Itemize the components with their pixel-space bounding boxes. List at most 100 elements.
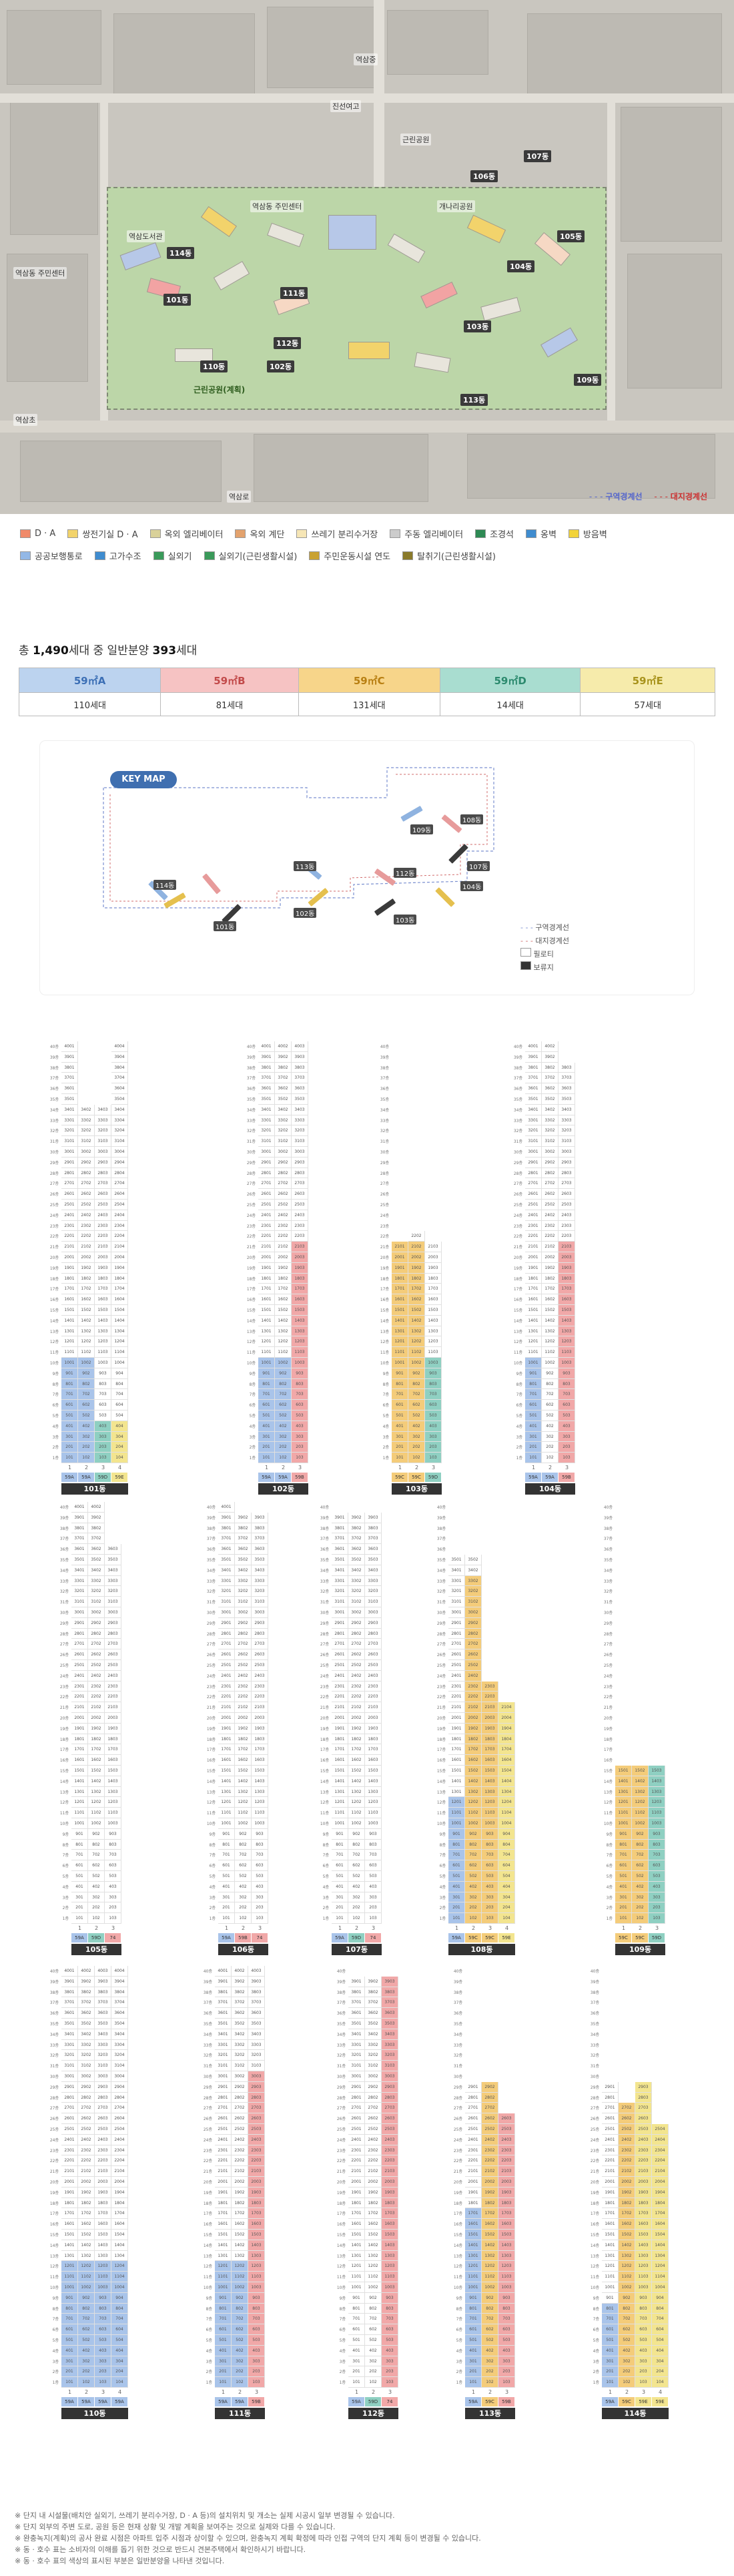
legend-label: 탈취기(근린생활시설) bbox=[417, 552, 496, 562]
unit-cell: 303 bbox=[482, 1892, 498, 1903]
map-label: 역삼동 주민센터 bbox=[250, 200, 304, 212]
unit-cell: 3102 bbox=[232, 2061, 248, 2071]
unit-cell: 3801 bbox=[218, 1523, 235, 1534]
unit-cell: 2804 bbox=[111, 2092, 128, 2103]
floor-label: 35층 bbox=[336, 2022, 346, 2027]
unit-cell: 202 bbox=[348, 1902, 365, 1914]
unit-cell: 2801 bbox=[348, 2092, 365, 2103]
unit-cell: 701 bbox=[465, 2314, 482, 2325]
unit-cell: 1101 bbox=[465, 2272, 482, 2282]
unit-cell: 2302 bbox=[275, 1220, 292, 1232]
unit-type-name: 59㎡B bbox=[160, 668, 299, 693]
unit-cell: 1601 bbox=[448, 1755, 465, 1766]
legend-swatch bbox=[568, 529, 579, 538]
unit-cell: 204 bbox=[652, 2366, 669, 2378]
floor-label: 14층 bbox=[49, 2243, 59, 2248]
unit-cell: 1303 bbox=[95, 1326, 111, 1337]
floor-label: 15층 bbox=[49, 2233, 59, 2238]
unit-cell: 601 bbox=[615, 1860, 632, 1871]
unit-type-cell: 59C bbox=[615, 1933, 631, 1943]
floor-label: 22층 bbox=[590, 2159, 599, 2164]
floor-label: 25층 bbox=[453, 2127, 462, 2132]
floor-label: 2층 bbox=[62, 1906, 69, 1911]
unit-cell: 3001 bbox=[448, 1607, 465, 1618]
unit-cell: 3701 bbox=[258, 1073, 275, 1084]
unit-cell: 303 bbox=[95, 2356, 111, 2367]
unit-cell: 1503 bbox=[252, 1766, 268, 1776]
unit-cell: 903 bbox=[482, 1828, 498, 1840]
unit-cell: 1001 bbox=[332, 1818, 348, 1829]
unit-cell: 204 bbox=[111, 2366, 128, 2378]
unit-cell: 1001 bbox=[218, 1818, 235, 1829]
floor-label: 3층 bbox=[606, 1895, 613, 1900]
unit-cell: 1803 bbox=[248, 2198, 265, 2209]
unit-cell: 2201 bbox=[215, 2155, 232, 2167]
unit-cell: 2204 bbox=[111, 1231, 128, 1242]
floor-label: 11층 bbox=[320, 1811, 329, 1816]
unit-cell: 2002 bbox=[482, 2177, 498, 2187]
floor-label: 25층 bbox=[436, 1663, 446, 1668]
line-number: 4 bbox=[658, 2389, 663, 2395]
unit-cell: 2602 bbox=[275, 1189, 292, 1200]
unit-cell: 3501 bbox=[448, 1555, 465, 1565]
unit-cell: 1802 bbox=[275, 1273, 292, 1284]
unit-cell: 2403 bbox=[248, 2134, 265, 2145]
unit-cell: 102 bbox=[275, 1453, 292, 1463]
floor-label: 28층 bbox=[206, 1631, 216, 1637]
unit-cell: 1301 bbox=[392, 1326, 408, 1337]
building bbox=[119, 242, 161, 271]
floor-label: 4층 bbox=[593, 2348, 599, 2354]
unit-cell: 2403 bbox=[635, 2134, 652, 2145]
unit-cell: 2802 bbox=[232, 2092, 248, 2103]
unit-cell: 3002 bbox=[235, 1607, 252, 1618]
unit-cell: 902 bbox=[619, 2292, 635, 2304]
unit-type-count: 81세대 bbox=[160, 692, 299, 716]
line-number: 3 bbox=[488, 1925, 492, 1931]
floor-label: 29층 bbox=[336, 2085, 346, 2090]
unit-cell: 2103 bbox=[95, 2166, 111, 2177]
unit-cell: 502 bbox=[482, 2335, 498, 2346]
legend-district-boundary: - - - 구역경계선 bbox=[589, 492, 643, 501]
unit-cell: 1103 bbox=[95, 2272, 111, 2282]
unit-cell: 902 bbox=[88, 1828, 105, 1840]
unit-cell: 303 bbox=[559, 1431, 575, 1443]
unit-cell: 501 bbox=[602, 2335, 619, 2346]
unit-cell: 3302 bbox=[542, 1115, 559, 1126]
legend-label: 주동 엘리베이터 bbox=[404, 530, 464, 540]
road bbox=[0, 93, 734, 103]
unit-cell: 3403 bbox=[559, 1104, 575, 1115]
unit-cell: 2603 bbox=[382, 2113, 398, 2124]
unit-cell: 102 bbox=[235, 1913, 252, 1924]
unit-cell: 2203 bbox=[95, 1231, 111, 1242]
unit-cell: 1902 bbox=[88, 1723, 105, 1734]
floor-label: 26층 bbox=[59, 1653, 69, 1658]
unit-cell: 2101 bbox=[61, 1242, 78, 1252]
unit-cell: 1101 bbox=[602, 2272, 619, 2282]
floor-label: 5층 bbox=[382, 1414, 389, 1419]
unit-cell: 202 bbox=[465, 1902, 482, 1914]
unit-cell: 3901 bbox=[525, 1051, 542, 1063]
unit-cell: 1903 bbox=[498, 2187, 515, 2198]
unit-cell: 2201 bbox=[348, 2155, 365, 2167]
unit-cell: 2503 bbox=[559, 1200, 575, 1210]
floor-label: 6층 bbox=[516, 1403, 522, 1408]
unit-cell: 302 bbox=[408, 1431, 425, 1443]
unit-cell: 1001 bbox=[392, 1358, 408, 1368]
unit-cell: 1402 bbox=[465, 1776, 482, 1787]
unit-cell: 901 bbox=[448, 1828, 465, 1840]
unit-cell: 102 bbox=[78, 1453, 95, 1463]
floor-label: 28층 bbox=[380, 1171, 389, 1176]
unit-cell: 502 bbox=[275, 1410, 292, 1421]
floor-label: 27층 bbox=[590, 2106, 599, 2111]
unit-cell: 2401 bbox=[525, 1210, 542, 1221]
unit-cell: 2604 bbox=[111, 1189, 128, 1200]
unit-cell: 1502 bbox=[275, 1305, 292, 1316]
floor-label: 32층 bbox=[59, 1589, 69, 1595]
unit-cell: 303 bbox=[252, 1892, 268, 1903]
unit-cell: 3604 bbox=[111, 1083, 128, 1094]
unit-cell: 1603 bbox=[105, 1755, 121, 1766]
unit-type-cell: 59A bbox=[71, 1933, 87, 1943]
unit-cell: 201 bbox=[61, 2366, 78, 2378]
unit-cell: 101 bbox=[61, 2377, 78, 2388]
unit-cell: 302 bbox=[88, 1892, 105, 1903]
